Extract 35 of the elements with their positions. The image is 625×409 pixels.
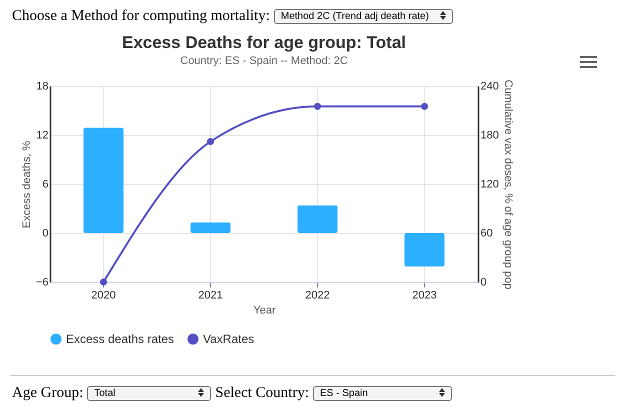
y2-tick-label: 240 (480, 80, 499, 92)
bar (84, 128, 124, 233)
bar (190, 222, 230, 233)
dropdown: Method 2C (Trend adj death rate) (274, 9, 453, 24)
y2-tick-label: 180 (480, 130, 499, 142)
bar (404, 233, 444, 266)
chart-subtitle: Country: ES - Spain -- Method: 2C (180, 55, 348, 68)
y-tick-label: 12 (36, 130, 48, 142)
text: Select Country: (215, 385, 309, 402)
bar (298, 205, 338, 233)
legend-label: VaxRates (203, 332, 254, 346)
x-tick-label: 2022 (305, 290, 330, 302)
y-tick-label: 0 (42, 228, 48, 240)
dropdown: Total (87, 386, 212, 401)
y2-tick-label: 0 (480, 276, 487, 288)
y2-tick-label: 120 (480, 178, 499, 190)
text: Choose a Method for computing mortality: (12, 8, 270, 25)
legend-label: Excess deaths rates (66, 332, 174, 346)
x-tick-label: 2023 (412, 290, 437, 302)
point (206, 138, 214, 146)
y-axis-title: Excess deaths, % (20, 140, 33, 228)
dropdown: ES - Spain (313, 386, 452, 401)
x-tick-label: 2020 (91, 290, 116, 302)
point (314, 102, 322, 110)
y2-tick-label: 60 (480, 228, 493, 240)
y-tick-label: 6 (42, 178, 48, 190)
x-tick-label: 2021 (198, 290, 223, 302)
point (420, 102, 428, 110)
point (100, 278, 108, 286)
x-axis-title: Year (253, 304, 276, 316)
text: Age Group: (12, 385, 84, 402)
y-tick-label: −6 (36, 276, 48, 288)
y2-axis-title: Cumulative vax doses, % of age group pop (502, 80, 514, 290)
y-tick-label: 18 (36, 80, 48, 92)
chart-title: Excess Deaths for age group: Total (122, 33, 406, 52)
